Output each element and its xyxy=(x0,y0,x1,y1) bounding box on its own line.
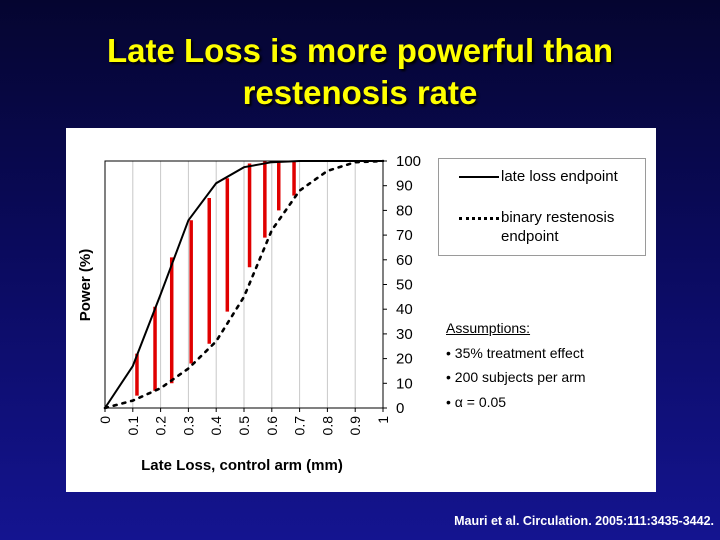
y-tick-label: 40 xyxy=(396,301,413,318)
assumptions-box: Assumptions: • 35% treatment effect • 20… xyxy=(446,316,646,414)
legend-dotted-label: binary restenosis endpoint xyxy=(501,209,615,245)
legend-solid-label: late loss endpoint xyxy=(501,168,618,185)
y-tick-label: 20 xyxy=(396,351,413,368)
y-tick-label: 80 xyxy=(396,202,413,219)
x-tick-label: 0.1 xyxy=(125,416,141,436)
binary-restenosis-series xyxy=(103,159,385,410)
legend-solid-swatch xyxy=(459,176,499,178)
x-tick-label: 0.6 xyxy=(264,416,280,436)
x-tick-label: 0.8 xyxy=(319,416,335,436)
y-axis-title: Power (%) xyxy=(77,249,94,322)
chart-legend: late loss endpoint binary restenosis end… xyxy=(438,158,646,256)
x-tick-label: 0 xyxy=(97,416,113,424)
figure-panel: 0 0.1 0.2 0.3 0.4 0.5 0.6 0.7 0.8 0.9 1 0 10 20 30 40 50… xyxy=(66,128,656,492)
legend-dotted-swatch xyxy=(459,217,499,220)
x-tick-label: 0.3 xyxy=(180,416,196,436)
chart-grid xyxy=(132,161,356,408)
difference-bars xyxy=(135,161,296,396)
y-tick-label: 60 xyxy=(396,252,413,269)
y-tick-label: 70 xyxy=(396,227,413,244)
y-tick-label: 0 xyxy=(396,400,404,417)
power-chart: 0 0.1 0.2 0.3 0.4 0.5 0.6 0.7 0.8 0.9 101020304050… xyxy=(77,153,421,474)
assumption-item: • α = 0.05 xyxy=(446,393,507,410)
chart-ticks: 0 0.1 0.2 0.3 0.4 0.5 0.6 0.7 0.8 0.9 101020304050… xyxy=(97,153,421,435)
x-tick-label: 0.7 xyxy=(292,416,308,436)
assumption-item: • 35% treatment effect xyxy=(446,344,584,361)
y-tick-label: 10 xyxy=(396,375,413,392)
y-tick-label: 50 xyxy=(396,277,413,294)
citation: Mauri et al. Circulation. 2005:111:3435-… xyxy=(454,514,714,528)
slide-title-line-2: restenosis rate xyxy=(242,74,478,111)
y-tick-label: 100 xyxy=(396,153,421,170)
assumptions-heading: Assumptions: xyxy=(446,320,531,336)
x-tick-label: 0.4 xyxy=(208,416,224,436)
slide-title-line-1: Late Loss is more powerful than xyxy=(106,32,614,69)
slide-title: Late Loss is more powerful than restenos… xyxy=(0,30,720,114)
y-tick-label: 30 xyxy=(396,326,413,343)
x-axis-title: Late Loss, control arm (mm) xyxy=(141,457,343,474)
x-tick-label: 0.9 xyxy=(347,416,363,436)
x-tick-label: 0.5 xyxy=(236,416,252,436)
x-tick-label: 0.2 xyxy=(153,416,169,436)
assumption-item: • 200 subjects per arm xyxy=(446,369,586,385)
y-tick-label: 90 xyxy=(396,178,413,195)
x-tick-label: 1 xyxy=(375,416,391,424)
